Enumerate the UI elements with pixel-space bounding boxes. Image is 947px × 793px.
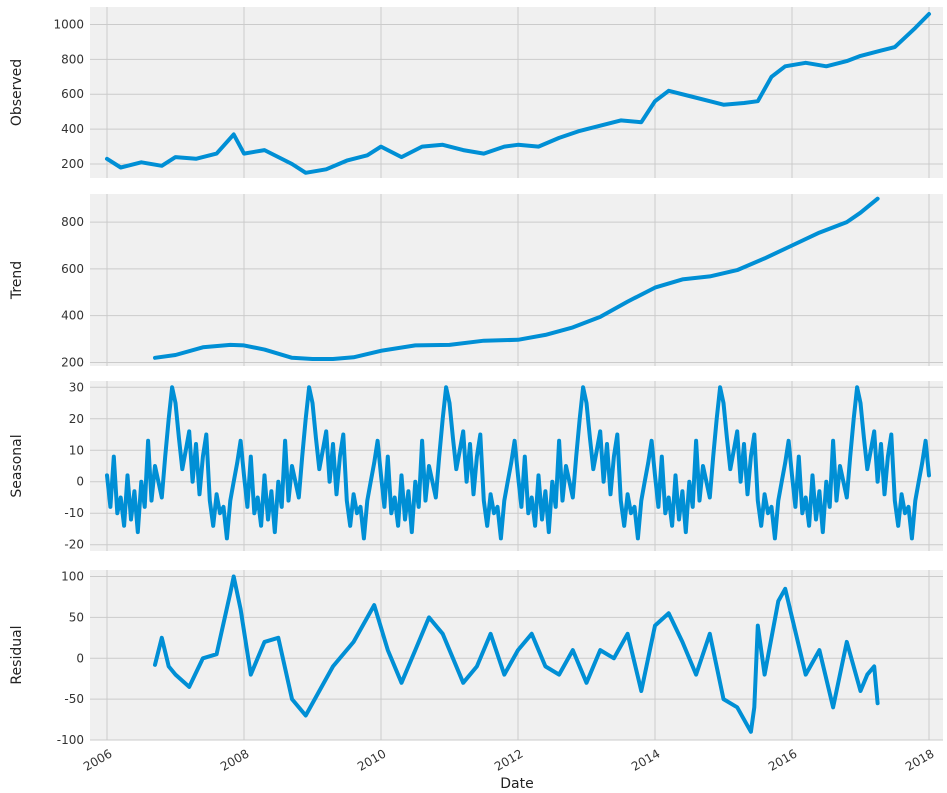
series-line-residual xyxy=(153,574,880,734)
plot-area xyxy=(90,7,943,178)
y-tick-label: 20 xyxy=(69,412,84,426)
plot-area xyxy=(90,194,943,366)
x-axis-label: Date xyxy=(500,776,533,792)
y-tick-label: 100 xyxy=(61,570,84,584)
y-tick-label: 0 xyxy=(76,475,84,489)
y-tick-label: 200 xyxy=(61,157,84,171)
y-tick-label: 30 xyxy=(69,380,84,394)
series-line-trend xyxy=(153,196,880,361)
y-tick-label: 10 xyxy=(69,443,84,457)
x-tick-label: 2016 xyxy=(766,746,799,773)
y-tick-label: 50 xyxy=(69,610,84,624)
y-tick-label: -10 xyxy=(64,506,84,520)
panel-observed: 200 400 600 800 1000 Observed xyxy=(9,7,943,178)
series-line-observed xyxy=(105,12,931,175)
x-tick-label: 2010 xyxy=(355,746,388,773)
y-tick-label: 0 xyxy=(76,651,84,665)
x-tick-label: 2006 xyxy=(81,746,114,773)
panel-residual: -100 -50 0 50 100 Residual 2006 2008 2010 2012 201… xyxy=(9,570,943,774)
panels: 2004006008001000Observed200400600800Tren… xyxy=(9,7,943,774)
series-line-seasonal xyxy=(105,385,931,541)
y-axis-label: Seasonal xyxy=(9,434,25,497)
y-axis-label: Observed xyxy=(9,59,25,126)
y-tick-label: 800 xyxy=(61,52,84,66)
y-tick-label: 600 xyxy=(61,262,84,276)
y-tick-label: -100 xyxy=(57,733,84,747)
y-tick-label: 800 xyxy=(61,215,84,229)
panel-trend: 200 400 600 800 Trend xyxy=(9,194,943,369)
y-tick-label: 1000 xyxy=(53,17,84,31)
y-tick-label: 400 xyxy=(61,309,84,323)
y-axis-label: Residual xyxy=(9,625,25,684)
x-tick-label: 2008 xyxy=(218,746,251,773)
y-axis-label: Trend xyxy=(9,261,25,300)
y-tick-label: 400 xyxy=(61,122,84,136)
y-tick-label: -20 xyxy=(64,538,84,552)
x-tick-label: 2014 xyxy=(629,746,662,773)
panel-seasonal: -20 -10 0 10 20 30 Seasonal xyxy=(9,380,943,552)
x-tick-label: 2012 xyxy=(492,746,525,773)
y-tick-label: -50 xyxy=(64,692,84,706)
x-tick-label: 2018 xyxy=(903,746,936,773)
y-tick-label: 200 xyxy=(61,355,84,369)
y-tick-label: 600 xyxy=(61,87,84,101)
